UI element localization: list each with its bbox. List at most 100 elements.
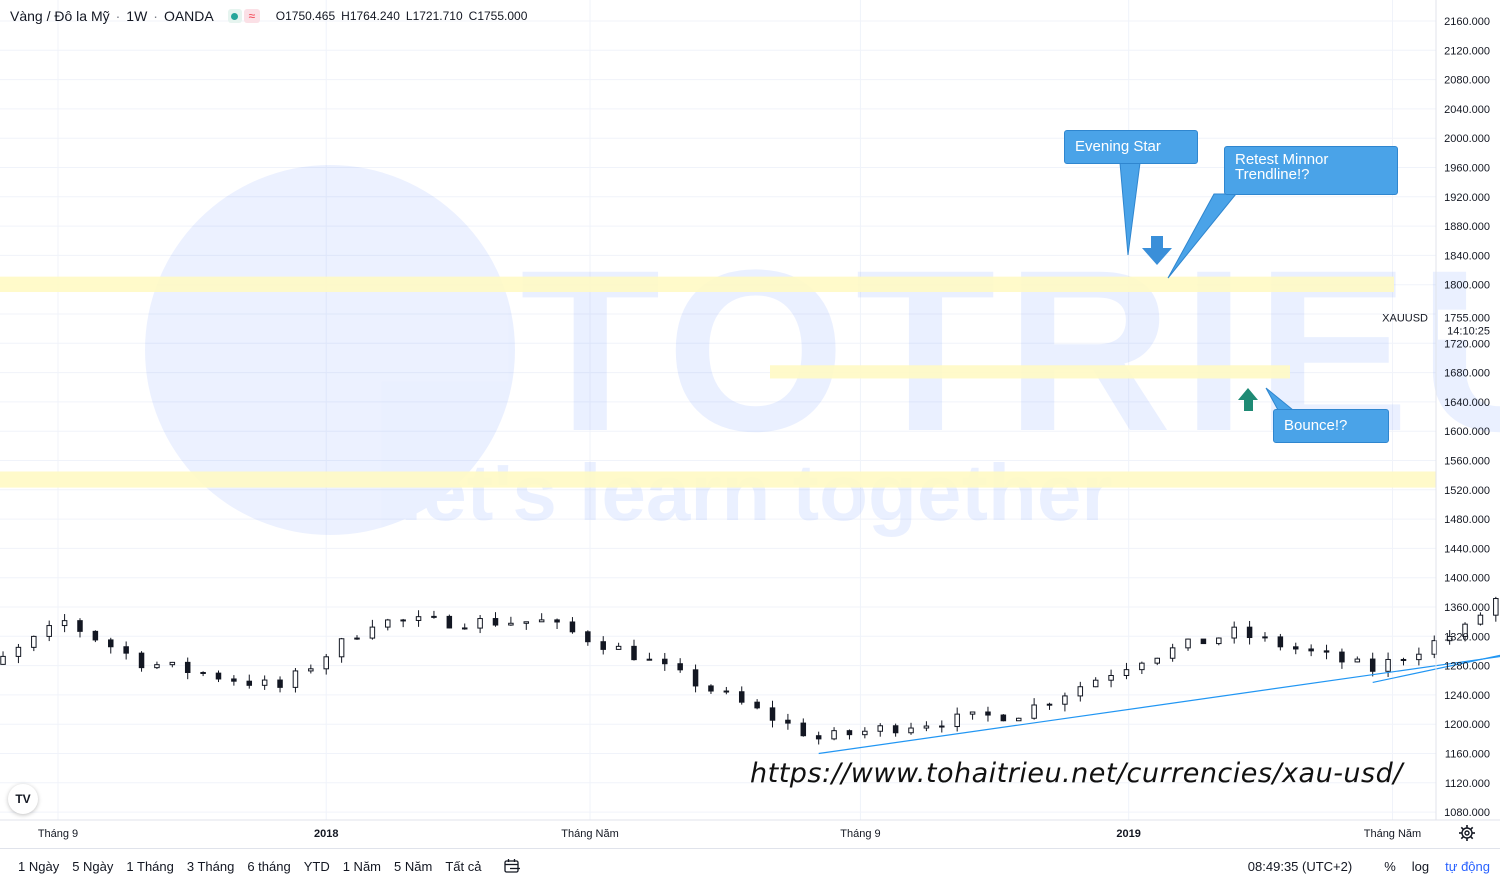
support-zone[interactable] <box>0 471 1436 488</box>
interval[interactable]: 1W <box>126 8 148 24</box>
candle[interactable] <box>785 713 791 730</box>
candle[interactable] <box>246 674 253 689</box>
candle[interactable] <box>1000 714 1007 722</box>
candle[interactable] <box>1169 643 1176 662</box>
candle[interactable] <box>354 635 360 640</box>
callout-evening-star[interactable]: Evening Star <box>1064 130 1198 164</box>
candle[interactable] <box>877 723 883 737</box>
candle[interactable] <box>1262 632 1268 642</box>
candle[interactable] <box>692 664 699 693</box>
log-scale-toggle[interactable]: log <box>1411 858 1430 874</box>
candle[interactable] <box>677 658 683 673</box>
candle[interactable] <box>1477 612 1484 626</box>
range-1d[interactable]: 1 Ngày <box>18 858 60 874</box>
candle[interactable] <box>1046 702 1053 710</box>
candle[interactable] <box>61 614 68 633</box>
candle[interactable] <box>184 657 191 680</box>
candle[interactable] <box>308 664 314 674</box>
candle[interactable] <box>1062 692 1068 712</box>
candle[interactable] <box>1246 620 1253 645</box>
candle[interactable] <box>554 618 560 630</box>
candle[interactable] <box>431 610 437 619</box>
candle[interactable] <box>1139 661 1145 674</box>
candle[interactable] <box>538 613 545 623</box>
candle[interactable] <box>108 637 114 654</box>
range-5y[interactable]: 5 Năm <box>394 858 433 874</box>
candle[interactable] <box>169 661 176 668</box>
candle[interactable] <box>1200 638 1207 645</box>
candle[interactable] <box>369 619 376 640</box>
candle[interactable] <box>569 617 576 634</box>
candle[interactable] <box>754 699 760 710</box>
range-1y[interactable]: 1 Năm <box>342 858 382 874</box>
candle[interactable] <box>154 661 160 670</box>
candle[interactable] <box>585 630 591 646</box>
candle[interactable] <box>200 671 206 677</box>
candle[interactable] <box>631 639 637 661</box>
callout-bounce[interactable]: Bounce!? <box>1273 409 1389 443</box>
range-6m[interactable]: 6 tháng <box>247 858 291 874</box>
candle[interactable] <box>1277 633 1284 651</box>
candle[interactable] <box>31 635 37 652</box>
candle[interactable] <box>1154 657 1160 666</box>
percent-scale-toggle[interactable]: % <box>1384 858 1396 874</box>
range-1m[interactable]: 1 Tháng <box>126 858 174 874</box>
candle[interactable] <box>277 676 283 693</box>
candle[interactable] <box>985 706 991 722</box>
candle[interactable] <box>1231 621 1237 644</box>
candle[interactable] <box>1092 677 1099 688</box>
candle[interactable] <box>1015 717 1022 722</box>
candle[interactable] <box>969 711 976 720</box>
candle[interactable] <box>1216 637 1222 646</box>
candle[interactable] <box>908 722 914 735</box>
candle[interactable] <box>954 707 960 732</box>
candle[interactable] <box>939 720 945 733</box>
candle[interactable] <box>800 718 807 737</box>
candle[interactable] <box>508 616 514 626</box>
candle[interactable] <box>400 618 406 628</box>
candle[interactable] <box>46 620 52 642</box>
candle[interactable] <box>1339 648 1345 669</box>
callout-retest[interactable]: Retest Minnor Trendline!? <box>1224 146 1398 195</box>
candle[interactable] <box>1462 622 1468 642</box>
settings-gear-icon[interactable] <box>1458 824 1476 842</box>
range-5d[interactable]: 5 Ngày <box>72 858 114 874</box>
candle[interactable] <box>1416 647 1422 666</box>
candle[interactable] <box>261 675 268 690</box>
candle[interactable] <box>723 686 730 695</box>
candle[interactable] <box>1385 652 1391 677</box>
candle[interactable] <box>1293 642 1299 655</box>
candle[interactable] <box>323 653 329 675</box>
candle[interactable] <box>615 642 622 650</box>
candle[interactable] <box>123 641 129 660</box>
goto-date-icon[interactable] <box>503 858 521 874</box>
candle[interactable] <box>646 652 653 661</box>
candle[interactable] <box>461 623 468 630</box>
candle[interactable] <box>1123 662 1130 680</box>
candle[interactable] <box>1077 681 1084 702</box>
candle[interactable] <box>446 614 453 629</box>
candle[interactable] <box>892 723 899 737</box>
tradingview-logo[interactable]: TV <box>8 784 38 814</box>
candle[interactable] <box>1431 635 1438 659</box>
candle[interactable] <box>15 643 22 664</box>
candle[interactable] <box>1323 644 1330 660</box>
candle[interactable] <box>1031 698 1037 720</box>
candle[interactable] <box>477 614 483 634</box>
candle[interactable] <box>1185 638 1191 651</box>
candle[interactable] <box>231 675 237 686</box>
candle[interactable] <box>385 618 391 631</box>
candle[interactable] <box>138 651 145 672</box>
candle[interactable] <box>769 700 776 728</box>
symbol-name[interactable]: Vàng / Đô la Mỹ <box>10 8 110 24</box>
candle[interactable] <box>77 618 83 638</box>
auto-scale-toggle[interactable]: tự động <box>1445 858 1490 874</box>
candle[interactable] <box>523 621 530 630</box>
candle[interactable] <box>1400 657 1407 666</box>
candle[interactable] <box>1354 656 1361 663</box>
range-ytd[interactable]: YTD <box>303 858 330 874</box>
clock-timezone[interactable]: 08:49:35 (UTC+2) <box>1247 858 1353 874</box>
candle[interactable] <box>1493 596 1499 622</box>
candle[interactable] <box>708 684 714 694</box>
